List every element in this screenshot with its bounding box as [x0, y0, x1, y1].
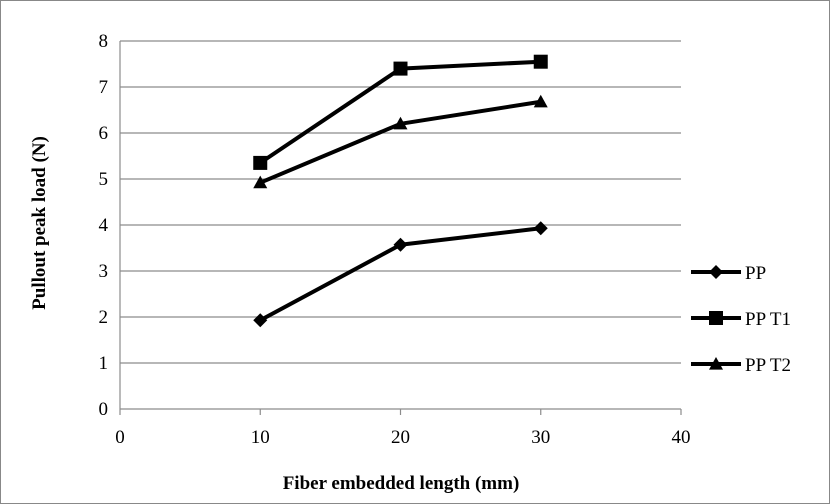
axes: 0 1 2 3 4 5 6 7 8 0 10 20 30 40: [99, 31, 691, 448]
y-tick-label: 5: [99, 169, 109, 190]
y-tick-label: 0: [99, 399, 109, 420]
data-point-pp: [533, 221, 548, 236]
y-tick-label: 6: [99, 123, 109, 144]
y-tick-label: 8: [99, 31, 109, 52]
x-tick-label: 20: [391, 427, 410, 448]
y-tick-label: 2: [99, 307, 109, 328]
legend-marker-pp: [709, 265, 723, 279]
y-tick-label: 3: [99, 261, 109, 282]
legend: PP PP T1 PP T2: [691, 263, 791, 376]
gridlines: [120, 40, 681, 364]
y-tick-label: 7: [99, 77, 109, 98]
y-axis-title: Pullout peak load (N): [29, 136, 50, 310]
y-tick-label: 1: [99, 353, 109, 374]
x-tick-label: 30: [531, 427, 550, 448]
series-line-pp-t2: [259, 99, 542, 185]
data-point-pp: [253, 313, 268, 328]
legend-marker-pp-t2: [709, 357, 723, 370]
data-point-pp-t2: [253, 175, 268, 189]
y-tick-label: 4: [99, 215, 109, 236]
data-point-pp-t2: [393, 116, 408, 130]
x-tick-label: 0: [115, 427, 125, 448]
data-point-pp-t2: [533, 94, 548, 108]
data-point-pp-t1: [253, 155, 268, 170]
legend-label-pp-t2: PP T2: [745, 355, 791, 376]
data-point-pp-t1: [393, 61, 408, 76]
data-point-pp-t1: [533, 54, 548, 69]
series-line-pp-t1: [259, 59, 541, 165]
x-axis-title: Fiber embedded length (mm): [283, 473, 520, 494]
legend-label-pp: PP: [745, 263, 766, 284]
x-tick-label: 10: [251, 427, 270, 448]
data-point-pp: [393, 237, 408, 252]
legend-label-pp-t1: PP T1: [745, 309, 791, 330]
legend-marker-pp-t1: [709, 311, 723, 325]
x-tick-label: 40: [672, 427, 691, 448]
series-layer: [253, 54, 548, 328]
